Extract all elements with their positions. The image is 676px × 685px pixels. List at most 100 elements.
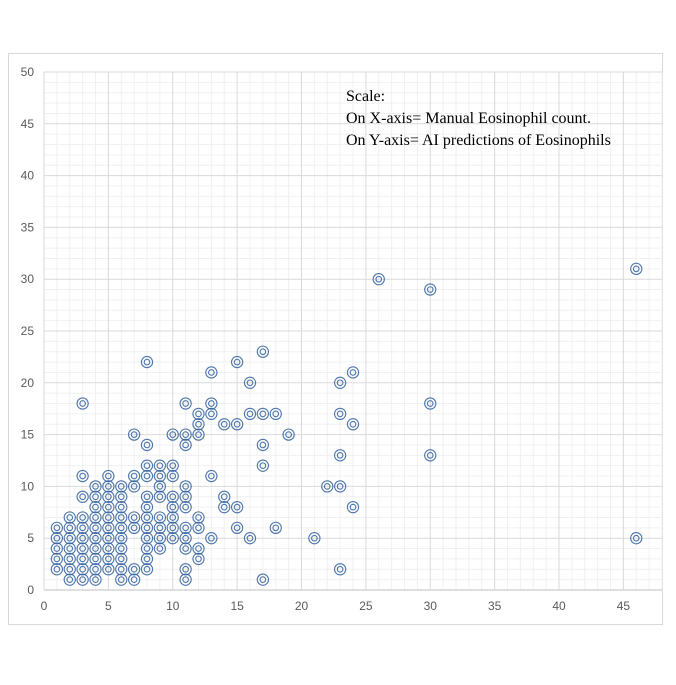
data-point [76,563,89,576]
data-point [179,428,192,441]
major-gridlines [43,71,662,591]
data-point [179,521,192,534]
data-point [115,542,128,555]
data-point [179,397,192,410]
data-point [140,469,154,483]
data-point [166,521,179,534]
data-point [424,397,437,410]
data-point [333,407,347,421]
data-point [166,428,179,441]
annotation-line-1: Scale: [346,88,386,105]
data-point [308,532,321,545]
data-point [140,355,154,369]
data-point [89,500,102,514]
data-point [63,552,76,566]
data-point [102,469,115,483]
data-point [63,573,76,586]
y-tick-label: 25 [21,324,35,338]
data-point [127,469,141,483]
data-point [153,459,167,472]
data-point [179,438,192,452]
x-axis-tick-labels: 0 5 10 15 20 25 30 35 40 45 [41,599,631,613]
data-point [140,500,154,514]
y-tick-label: 10 [21,479,35,493]
data-point [102,542,115,555]
data-point [166,490,179,503]
data-point [140,459,154,472]
data-point [76,552,89,566]
y-tick-label: 35 [21,220,35,234]
data-point [166,459,179,472]
data-point [63,521,76,534]
data-point [166,511,179,524]
data-point [333,563,347,576]
data-point [218,490,231,503]
data-point [424,449,437,462]
data-point [218,418,231,431]
data-point [140,521,154,534]
data-point [630,532,643,545]
data-point [282,428,295,441]
data-point [76,397,89,410]
data-point [179,480,192,493]
data-point [140,542,154,555]
data-point [192,521,205,534]
data-point [76,532,89,545]
data-point [179,563,192,576]
data-point [127,521,141,534]
x-tick-label: 5 [105,599,112,613]
data-point [179,573,192,586]
x-tick-label: 45 [617,599,631,613]
data-point [192,552,205,566]
data-point [63,542,76,555]
y-tick-label: 40 [21,169,35,183]
y-tick-label: 15 [21,428,35,442]
data-point [89,511,102,524]
data-point [333,376,347,389]
data-point [333,480,347,493]
data-point [346,418,360,431]
data-point [256,407,270,421]
data-point [76,490,89,503]
data-point [321,480,334,493]
y-tick-label: 50 [21,65,35,79]
x-tick-label: 0 [41,599,48,613]
data-points [50,262,643,586]
data-point [140,438,154,452]
data-point [102,500,115,514]
data-point [140,552,154,566]
data-point [346,366,360,379]
data-point [115,490,128,503]
x-tick-label: 20 [295,599,309,613]
data-point [269,521,282,534]
data-point [243,376,257,389]
data-point [192,428,205,441]
data-point [424,283,437,296]
data-point [153,511,167,524]
y-tick-label: 5 [27,531,34,545]
data-point [153,480,167,493]
data-point [243,532,257,545]
data-point [205,407,218,421]
data-point [230,418,244,431]
data-point [192,418,205,431]
data-point [179,490,192,503]
data-point [89,563,102,576]
data-point [256,345,270,358]
data-point [256,438,270,452]
data-point [102,521,115,534]
data-point [102,480,115,493]
data-point [102,532,115,545]
data-point [140,511,154,524]
data-point [140,532,154,545]
data-point [102,511,115,524]
data-point [115,552,128,566]
data-point [115,563,128,576]
data-point [127,428,141,441]
data-point [140,563,154,576]
data-point [192,511,205,524]
data-point [179,500,192,514]
x-tick-label: 25 [359,599,373,613]
data-point [127,563,141,576]
